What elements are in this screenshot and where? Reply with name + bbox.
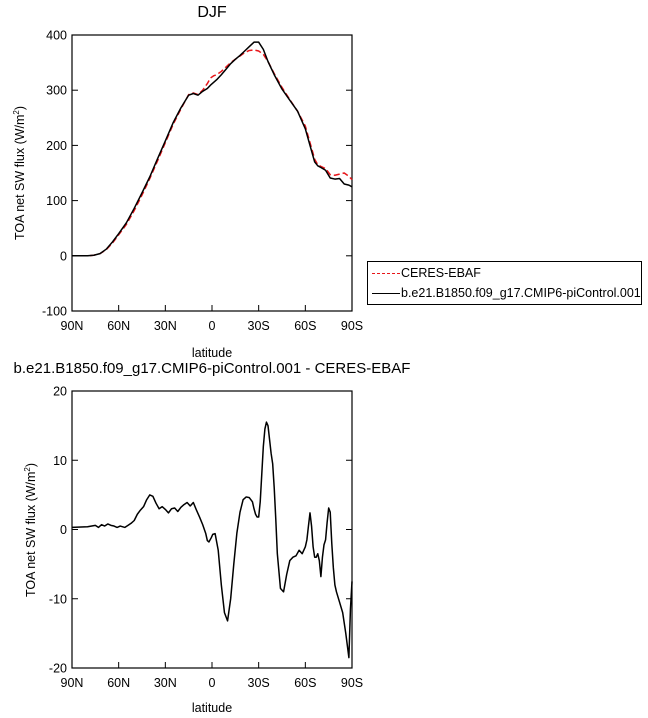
bottom-x-tick-label: 60S	[294, 676, 316, 690]
legend-item-ceres: CERES-EBAF	[368, 264, 641, 284]
top-panel-title: DJF	[197, 4, 227, 21]
top-y-tick-label: 400	[46, 29, 67, 43]
bottom-x-tick-label: 30N	[154, 676, 177, 690]
top-panel-plot-area: 90N 60N 30N 0 30S 60S 90S -100 0 100 200 300 400	[42, 29, 363, 334]
top-panel-y-axis-label: TOA net SW flux (W/m2)	[12, 106, 27, 240]
top-x-tick-label: 30S	[248, 319, 270, 333]
top-y-label-close: )	[13, 106, 27, 110]
legend-label-ceres: CERES-EBAF	[401, 266, 481, 280]
bottom-y-label-main: TOA net SW flux (W/m	[24, 472, 38, 597]
legend-label-model: b.e21.B1850.f09_g17.CMIP6-piControl.001	[401, 286, 641, 300]
bottom-x-tick-label: 0	[209, 676, 216, 690]
top-y-tick-label: 0	[60, 249, 67, 263]
top-x-tick-label: 60N	[107, 319, 130, 333]
top-y-tick-label: 200	[46, 139, 67, 153]
bottom-x-tick-label: 90N	[61, 676, 84, 690]
bottom-y-tick-label: 0	[60, 523, 67, 537]
bottom-y-label-close: )	[24, 463, 38, 467]
top-series-line-0	[72, 49, 353, 257]
bottom-x-tick-label: 30S	[248, 676, 270, 690]
top-x-tick-label: 0	[209, 319, 216, 333]
bottom-panel-title: b.e21.B1850.f09_g17.CMIP6-piControl.001 …	[14, 360, 411, 377]
top-series-line-1	[72, 41, 353, 257]
legend-swatch-model	[372, 293, 400, 294]
top-y-tick-label: -100	[42, 305, 67, 319]
chart-legend: CERES-EBAF b.e21.B1850.f09_g17.CMIP6-piC…	[367, 261, 642, 305]
top-x-tick-label: 60S	[294, 319, 316, 333]
top-panel-x-axis-label: latitude	[192, 346, 232, 360]
top-x-tick-label: 30N	[154, 319, 177, 333]
bottom-series-line-0	[71, 421, 353, 659]
bottom-x-tick-label: 60N	[107, 676, 130, 690]
legend-item-model: b.e21.B1850.f09_g17.CMIP6-piControl.001	[368, 284, 641, 304]
top-x-tick-label: 90S	[341, 319, 363, 333]
top-y-tick-label: 300	[46, 84, 67, 98]
bottom-y-tick-label: -20	[49, 662, 67, 676]
bottom-panel-plot-frame	[71, 390, 353, 669]
top-y-tick-label: 100	[46, 194, 67, 208]
top-y-label-main: TOA net SW flux (W/m	[13, 115, 27, 240]
legend-swatch-ceres	[372, 273, 400, 274]
bottom-panel-x-axis-label: latitude	[192, 701, 232, 715]
bottom-x-tick-label: 90S	[341, 676, 363, 690]
bottom-panel-y-axis-label: TOA net SW flux (W/m2)	[23, 463, 38, 597]
top-y-label-sup: 2	[12, 110, 21, 115]
bottom-y-tick-label: -10	[49, 592, 67, 606]
bottom-panel-plot-area: 90N 60N 30N 0 30S 60S 90S -20 -10 0 10 20	[49, 385, 363, 691]
bottom-y-tick-label: 20	[53, 385, 67, 399]
bottom-y-tick-label: 10	[53, 454, 67, 468]
bottom-y-label-sup: 2	[23, 467, 32, 472]
top-x-tick-label: 90N	[61, 319, 84, 333]
